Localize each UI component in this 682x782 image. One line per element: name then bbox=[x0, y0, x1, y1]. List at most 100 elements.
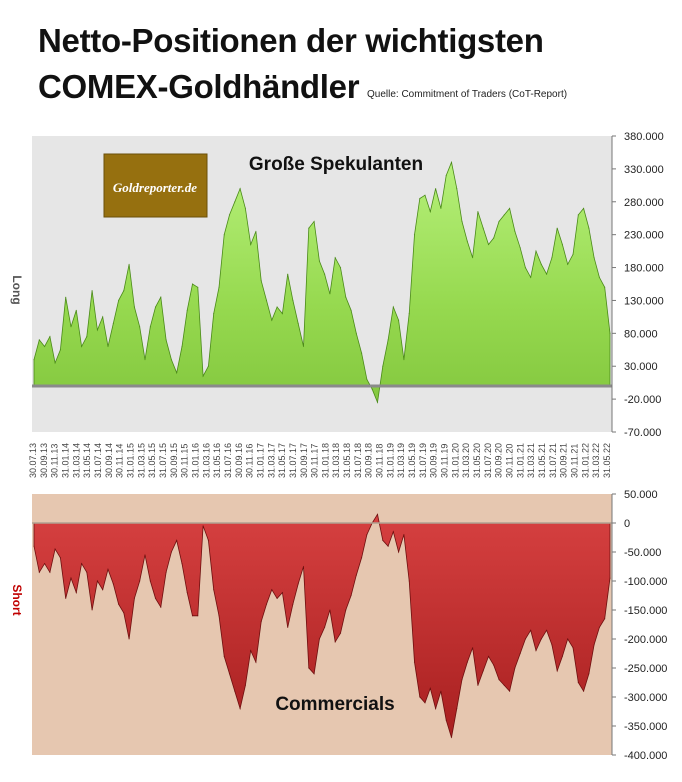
y-axis-label-short: Short bbox=[10, 584, 24, 615]
short-area-point bbox=[540, 638, 542, 640]
short-area-point bbox=[139, 580, 141, 582]
short-area-point bbox=[302, 565, 305, 568]
short-area-point bbox=[355, 574, 357, 576]
x-tick-label: 31.01.14 bbox=[61, 443, 71, 478]
long-area-point bbox=[186, 309, 188, 311]
short-area-point bbox=[271, 589, 273, 591]
x-tick-label: 31.05.20 bbox=[472, 443, 482, 478]
short-area-point bbox=[477, 684, 479, 687]
short-area-point bbox=[81, 563, 83, 565]
x-tick-label: 31.07.19 bbox=[418, 443, 428, 478]
long-area-point bbox=[207, 365, 209, 367]
long-area-point bbox=[91, 290, 93, 292]
long-area-point bbox=[239, 188, 241, 190]
long-area-point bbox=[482, 227, 484, 229]
y-tick-label: -350.000 bbox=[624, 721, 667, 733]
y-tick-label: 380.000 bbox=[624, 131, 664, 143]
short-area-point bbox=[176, 539, 178, 542]
long-area-point bbox=[102, 316, 104, 318]
short-area-point bbox=[154, 597, 157, 600]
long-area-point bbox=[445, 174, 447, 177]
long-area-point bbox=[181, 345, 183, 348]
x-tick-label: 30.09.21 bbox=[559, 443, 569, 478]
short-area-point bbox=[276, 597, 278, 600]
long-area-point bbox=[609, 332, 611, 334]
long-area-point bbox=[509, 207, 511, 209]
long-area-point bbox=[165, 339, 167, 341]
x-tick-label: 30.09.20 bbox=[494, 443, 504, 478]
long-area-point bbox=[260, 280, 262, 282]
long-area-point bbox=[118, 299, 120, 301]
long-area-point bbox=[355, 332, 357, 334]
short-area-point bbox=[519, 652, 521, 655]
long-area-point bbox=[514, 230, 516, 232]
x-tick-label: 30.11.20 bbox=[505, 444, 515, 478]
short-area-point bbox=[546, 629, 548, 631]
short-area-point bbox=[218, 615, 220, 617]
x-tick-label: 31.07.18 bbox=[353, 443, 363, 478]
long-area-point bbox=[339, 267, 342, 269]
short-area-point bbox=[170, 551, 172, 553]
long-area-point bbox=[302, 345, 305, 348]
short-area-point bbox=[144, 554, 146, 556]
short-area-point bbox=[551, 644, 553, 646]
short-area-point bbox=[424, 702, 426, 704]
short-area-point bbox=[213, 589, 215, 591]
x-tick-label: 31.03.18 bbox=[331, 443, 341, 478]
long-area-point bbox=[361, 352, 363, 354]
x-tick-label: 31.01.16 bbox=[191, 443, 201, 478]
long-area-point bbox=[133, 306, 135, 308]
long-area-point bbox=[461, 220, 463, 223]
short-area-point bbox=[102, 589, 104, 591]
long-area-point bbox=[318, 260, 320, 262]
y-tick-label: -20.000 bbox=[624, 394, 661, 406]
logo-text: Goldreporter.de bbox=[113, 180, 197, 195]
x-tick-label: 31.05.22 bbox=[602, 443, 612, 478]
long-area-point bbox=[503, 214, 505, 216]
short-area-point bbox=[107, 568, 109, 571]
x-tick-label: 31.03.21 bbox=[526, 443, 536, 478]
long-area-point bbox=[228, 214, 231, 216]
y-tick-label: -50.000 bbox=[624, 547, 661, 559]
long-area-point bbox=[38, 339, 40, 341]
x-tick-label: 30.11.21 bbox=[570, 444, 580, 478]
short-area-point bbox=[593, 644, 595, 646]
top-x-ticks: 30.07.13 30.09.13 30.11.13 31.01.14 31.03.14… bbox=[28, 443, 612, 478]
long-area-point bbox=[334, 257, 336, 259]
long-area-point bbox=[435, 188, 437, 190]
series-label-speculators: Große Spekulanten bbox=[249, 154, 423, 175]
x-tick-label: 31.01.15 bbox=[126, 443, 136, 478]
long-area-point bbox=[387, 339, 389, 341]
y-tick-label: 80.000 bbox=[624, 328, 658, 340]
short-area-point bbox=[339, 632, 342, 634]
long-area-point bbox=[551, 257, 553, 259]
long-area-point bbox=[308, 227, 310, 229]
short-area-point bbox=[461, 679, 463, 681]
short-area-point bbox=[255, 661, 257, 663]
x-tick-label: 30.09.16 bbox=[234, 443, 244, 478]
long-area-point bbox=[154, 306, 157, 308]
long-area-point bbox=[313, 220, 315, 223]
short-area-point bbox=[382, 539, 384, 542]
long-area-point bbox=[59, 349, 62, 351]
short-area-point bbox=[250, 650, 252, 652]
long-area-point bbox=[440, 207, 442, 209]
y-tick-label: -400.000 bbox=[624, 750, 667, 762]
long-area-point bbox=[493, 237, 495, 239]
long-area-point bbox=[329, 293, 331, 295]
long-area-point bbox=[123, 290, 125, 292]
x-tick-label: 31.01.17 bbox=[255, 443, 265, 478]
x-tick-label: 31.05.18 bbox=[342, 443, 352, 478]
x-tick-label: 31.05.21 bbox=[537, 443, 547, 478]
short-area-point bbox=[128, 638, 130, 640]
short-area-point bbox=[609, 577, 611, 579]
x-tick-label: 30.09.17 bbox=[299, 443, 309, 478]
short-area-point bbox=[223, 655, 225, 658]
x-tick-label: 31.01.18 bbox=[320, 443, 330, 478]
long-area-point bbox=[382, 365, 384, 367]
short-area-point bbox=[482, 670, 484, 672]
long-area-point bbox=[49, 336, 51, 338]
short-area-point bbox=[487, 655, 490, 658]
short-area-point bbox=[91, 609, 93, 611]
short-area-point bbox=[435, 708, 437, 710]
